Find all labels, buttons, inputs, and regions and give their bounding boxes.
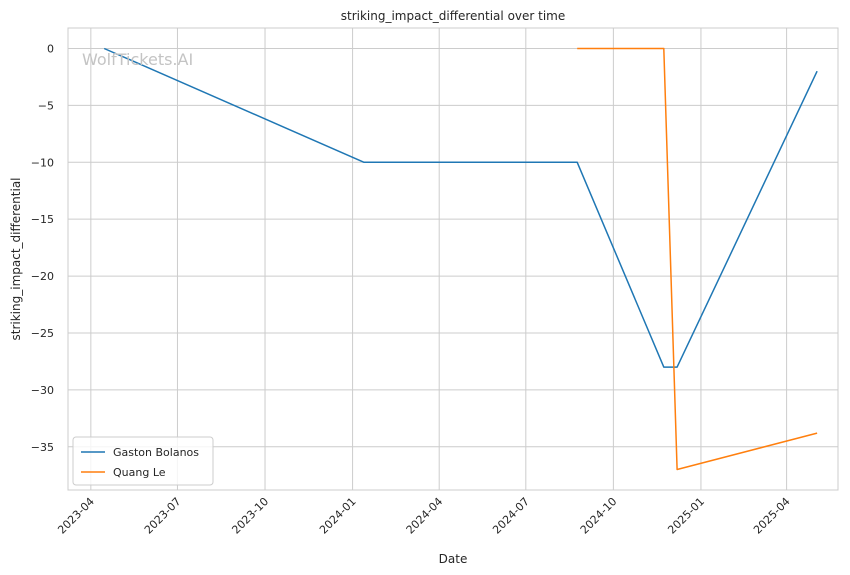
x-tick-label: 2024-10: [578, 495, 620, 537]
legend-label-gaston-bolanos: Gaston Bolanos: [113, 446, 199, 459]
y-tick-label: −20: [31, 270, 54, 283]
x-tick-label: 2025-04: [751, 495, 793, 537]
y-tick-label: −10: [31, 156, 54, 169]
x-tick-label: 2023-04: [55, 495, 97, 537]
grid-layer: [68, 28, 838, 490]
legend-label-quang-le: Quang Le: [113, 466, 166, 479]
y-tick-label: −25: [31, 327, 54, 340]
x-tick-label: 2025-01: [665, 495, 707, 537]
series-layer: [103, 47, 818, 471]
y-axis-label: striking_impact_differential: [9, 177, 23, 340]
y-tick-label: −15: [31, 213, 54, 226]
series-line-quang-le: [577, 47, 818, 471]
legend-box: [72, 436, 214, 486]
x-tick-label: 2024-01: [317, 495, 359, 537]
x-tick-label: 2023-10: [229, 495, 271, 537]
x-tick-label: 2024-04: [404, 495, 446, 537]
y-tick-label: −35: [31, 441, 54, 454]
x-axis-label: Date: [439, 552, 468, 566]
legend: Gaston Bolanos Quang Le: [72, 436, 214, 486]
watermark-text: WolfTickets.AI: [82, 50, 193, 69]
chart-title: striking_impact_differential over time: [341, 9, 566, 23]
y-tick-label: −5: [38, 99, 54, 112]
series-line-gaston-bolanos: [103, 47, 818, 368]
x-tick-label: 2023-07: [142, 495, 184, 537]
y-tick-label: 0: [47, 42, 54, 55]
plot-frame: [67, 27, 839, 491]
y-tick-label: −30: [31, 384, 54, 397]
x-tick-label: 2024-07: [490, 495, 532, 537]
